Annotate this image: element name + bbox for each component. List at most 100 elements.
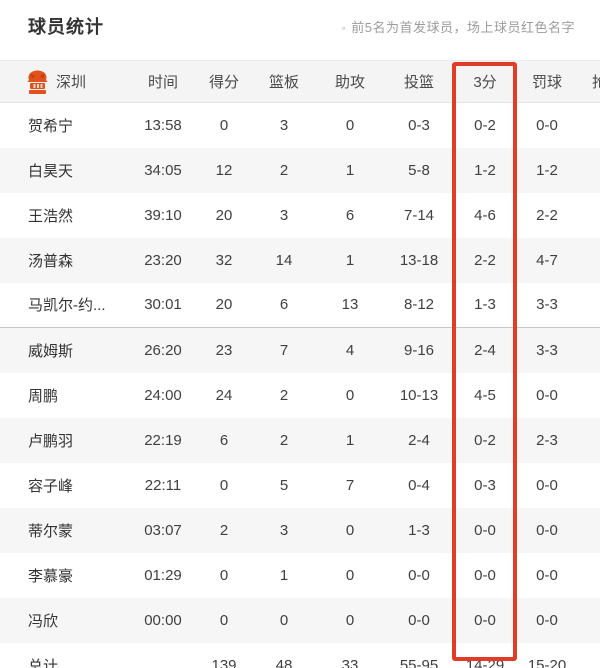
fg-cell: 7-14 [403,206,435,224]
time-cell: 26:20 [130,327,196,373]
rebounds-cell: 0 [279,611,289,629]
legend-note: ◦ 前5名为首发球员，场上球员红色名字 [342,17,576,36]
steals-cell [578,508,600,553]
assists-cell: 0 [345,521,355,539]
threept-cell: 0-3 [474,476,496,494]
points-cell: 0 [219,566,229,584]
table-row[interactable]: 贺希宁 13:58 0 3 0 0-3 0-2 0-0 [0,102,600,148]
legend-note-text: 前5名为首发球员，场上球员红色名字 [351,19,575,35]
ft-cell: 0-0 [536,611,558,629]
table-row[interactable]: 冯欣 00:00 0 0 0 0-0 0-0 0-0 [0,597,600,643]
fg-cell: 10-13 [399,386,439,404]
points-cell: 2 [219,521,229,539]
rebounds-cell: 3 [279,116,289,134]
threept-cell: 1-3 [474,296,496,314]
ft-cell: 0-0 [536,521,558,539]
panel-header: 球员统计 ◦ 前5名为首发球员，场上球员红色名字 [0,0,600,60]
points-cell: 12 [215,161,233,179]
col-header-points: 得分 [196,60,252,103]
player-name-cell: 李慕豪 [28,567,74,585]
ft-cell: 0-0 [536,116,558,134]
table-row[interactable]: 汤普森 23:20 32 14 1 13-18 2-2 4-7 [0,237,600,283]
ft-cell: 0-0 [536,386,558,404]
player-name-cell: 汤普森 [28,252,74,270]
threept-cell: 4-5 [474,386,496,404]
table-row[interactable]: 马凯尔-约... 30:01 20 6 13 8-12 1-3 3-3 [0,282,600,328]
player-name-cell: 周鹏 [28,387,59,405]
threept-cell: 2-2 [474,251,496,269]
time-cell: 34:05 [144,161,182,179]
points-cell: 24 [215,386,233,404]
steals-cell [578,463,600,508]
note-bullet-icon: ◦ [341,20,347,35]
player-name-cell: 威姆斯 [0,327,130,373]
time-cell: 23:20 [144,251,182,269]
assists-cell: 0 [345,386,355,404]
player-name-cell: 冯欣 [28,612,59,630]
player-name-cell: 容子峰 [28,477,74,495]
player-name-cell: 马凯尔-约... [28,297,106,315]
rebounds-cell: 48 [275,656,293,668]
points-cell: 23 [196,327,252,373]
page-title: 球员统计 [28,17,104,37]
assists-cell: 6 [345,206,355,224]
assists-cell: 1 [345,161,355,179]
assists-cell: 1 [345,431,355,449]
table-row[interactable]: 白昊天 34:05 12 2 1 5-8 1-2 1-2 [0,147,600,193]
steals-cell [578,598,600,643]
fg-cell: 55-95 [399,656,439,668]
player-stats-table: 深圳 时间 得分 篮板 助攻 投篮 3分 罚球 抢断 贺希宁 13:58 0 3… [0,60,600,668]
rebounds-cell: 6 [279,296,289,314]
table-row[interactable]: 李慕豪 01:29 0 1 0 0-0 0-0 0-0 [0,552,600,598]
rebounds-cell: 1 [279,566,289,584]
steals-cell [578,418,600,463]
points-cell: 32 [215,251,233,269]
assists-cell: 13 [341,296,359,314]
rebounds-cell: 2 [279,161,289,179]
ft-cell: 3-3 [516,327,578,373]
fg-cell: 0-3 [408,116,430,134]
assists-cell: 7 [345,476,355,494]
fg-cell: 5-8 [408,161,430,179]
player-name-cell: 蒂尔蒙 [28,522,74,540]
col-header-rebounds: 篮板 [252,60,316,103]
rebounds-cell: 3 [279,521,289,539]
threept-cell: 0-2 [474,116,496,134]
rebounds-cell: 3 [279,206,289,224]
table-row[interactable]: 王浩然 39:10 20 3 6 7-14 4-6 2-2 [0,192,600,238]
totals-row[interactable]: 总计 139 48 33 55-95 14-29 15-20 [0,642,600,668]
steals-cell [578,327,600,373]
assists-cell: 0 [345,116,355,134]
threept-cell: 0-0 [474,611,496,629]
threept-cell: 2-4 [454,327,516,373]
fg-cell: 13-18 [399,251,439,269]
time-cell: 03:07 [144,521,182,539]
table-row[interactable]: 周鹏 24:00 24 2 0 10-13 4-5 0-0 [0,372,600,418]
table-row[interactable]: 卢鹏羽 22:19 6 2 1 2-4 0-2 2-3 [0,417,600,463]
points-cell: 0 [219,611,229,629]
fg-cell: 9-16 [384,327,454,373]
player-name-cell: 贺希宁 [28,117,74,135]
fg-cell: 8-12 [403,296,435,314]
time-cell: 24:00 [144,386,182,404]
time-cell: 00:00 [144,611,182,629]
threept-cell: 0-0 [474,566,496,584]
fg-cell: 2-4 [408,431,430,449]
steals-cell [578,238,600,283]
table-row[interactable]: 蒂尔蒙 03:07 2 3 0 1-3 0-0 0-0 [0,507,600,553]
ft-cell: 0-0 [536,476,558,494]
time-cell: 22:19 [144,431,182,449]
points-cell: 6 [219,431,229,449]
team-name: 深圳 [56,74,87,91]
player-name-cell: 王浩然 [28,207,74,225]
threept-cell: 1-2 [474,161,496,179]
steals-cell [578,103,600,148]
points-cell: 20 [215,206,233,224]
rebounds-cell: 14 [275,251,293,269]
table-header-row: 深圳 时间 得分 篮板 助攻 投篮 3分 罚球 抢断 [0,60,600,103]
table-row[interactable]: 容子峰 22:11 0 5 7 0-4 0-3 0-0 [0,462,600,508]
assists-cell: 33 [341,656,359,668]
table-row[interactable]: 威姆斯 26:20 23 7 4 9-16 2-4 3-3 [0,327,600,373]
points-cell: 20 [215,296,233,314]
player-name-cell: 白昊天 [28,162,74,180]
